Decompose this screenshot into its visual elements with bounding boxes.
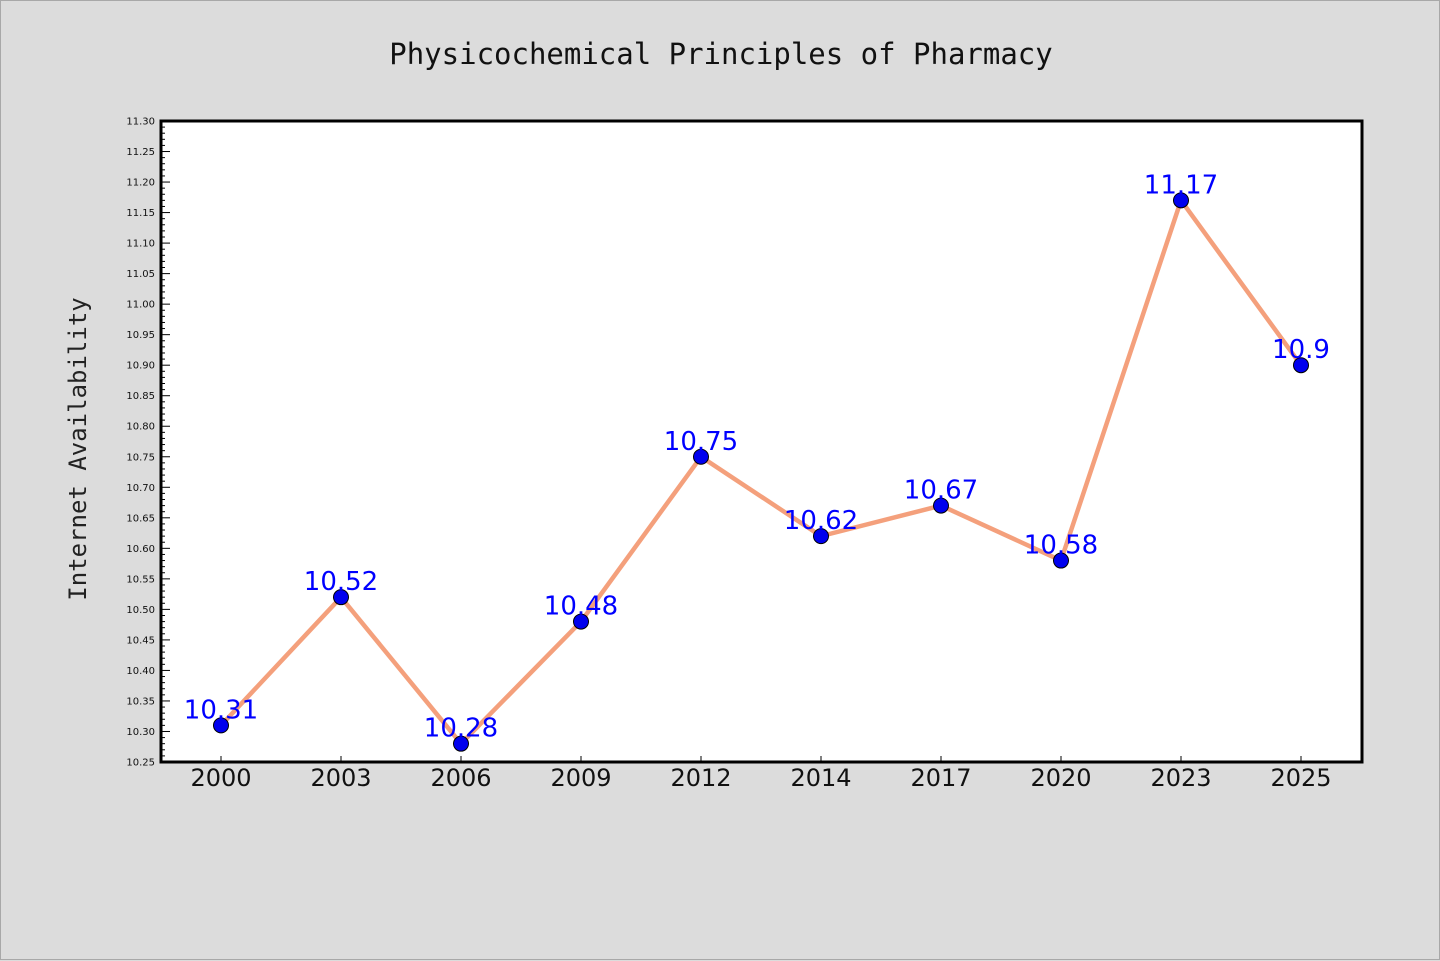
data-label: 10.48 [544, 592, 618, 622]
data-label: 10.58 [1024, 531, 1098, 561]
y-tick-label: 10.80 [126, 422, 155, 433]
y-tick-label: 10.55 [126, 574, 155, 585]
y-tick-label: 10.60 [126, 544, 155, 555]
x-tick-label: 2003 [310, 764, 371, 792]
y-tick-label: 11.00 [126, 300, 155, 311]
y-tick-label: 10.45 [126, 635, 155, 646]
y-tick-label: 10.85 [126, 391, 155, 402]
x-tick-label: 2012 [670, 764, 731, 792]
y-tick-label: 11.30 [126, 117, 155, 128]
data-point [813, 528, 829, 545]
data-point [933, 497, 949, 514]
data-label: 11.17 [1144, 170, 1218, 200]
y-tick-label: 11.20 [126, 178, 155, 189]
y-minor-ticks [161, 126, 165, 757]
y-tick-label: 10.65 [126, 513, 155, 524]
data-point [453, 735, 469, 752]
data-point [1173, 192, 1189, 209]
data-point [1053, 552, 1069, 569]
y-tick-label: 10.40 [126, 666, 155, 677]
y-tick-label: 10.95 [126, 330, 155, 341]
data-label: 10.9 [1272, 335, 1330, 365]
y-tick-label: 10.30 [126, 727, 155, 738]
y-tick-label: 10.70 [126, 483, 155, 494]
chart-title: Physicochemical Principles of Pharmacy [389, 37, 1052, 71]
data-label: 10.31 [184, 695, 258, 725]
y-tick-label: 11.05 [126, 269, 155, 280]
data-point [693, 448, 709, 465]
y-tick-label: 11.15 [126, 208, 155, 219]
y-tick-label: 10.25 [126, 758, 155, 769]
data-label: 10.52 [304, 567, 378, 597]
x-tick-label: 2023 [1150, 764, 1211, 792]
data-point [333, 589, 349, 606]
y-tick-label: 11.25 [126, 147, 155, 158]
data-point [213, 717, 229, 734]
x-tick-label: 2006 [430, 764, 491, 792]
data-label: 10.62 [784, 506, 858, 536]
x-tick-label: 2017 [910, 764, 971, 792]
data-label: 10.67 [904, 476, 978, 506]
series-line-group [218, 198, 1304, 746]
series-markers [213, 192, 1309, 752]
data-label: 10.28 [424, 714, 498, 744]
data-labels: 10.31 10.52 10.28 10.48 10.75 10.62 10.67 10.58… [184, 170, 1330, 743]
y-tick-label: 10.50 [126, 605, 155, 616]
y-axis: 10.25 10.30 10.35 10.40 10.45 10.50 10.55 10.60… [126, 117, 170, 769]
x-tick-label: 2020 [1030, 764, 1091, 792]
y-axis-label: Internet Availability [64, 297, 92, 600]
data-label: 10.75 [664, 427, 738, 457]
data-point [1293, 357, 1309, 374]
x-axis: 2000 2003 2006 2009 2012 2014 2017 2020 2023 2025 [190, 756, 1332, 792]
plot-area [159, 119, 1364, 764]
y-tick-label: 10.90 [126, 361, 155, 372]
x-tick-label: 2000 [190, 764, 251, 792]
x-tick-label: 2014 [790, 764, 851, 792]
series-line [218, 198, 1304, 746]
y-tick-label: 10.35 [126, 696, 155, 707]
data-point [573, 613, 589, 630]
y-tick-label: 10.75 [126, 452, 155, 463]
x-tick-label: 2025 [1270, 764, 1331, 792]
y-tick-label: 11.10 [126, 239, 155, 250]
x-tick-label: 2009 [550, 764, 611, 792]
